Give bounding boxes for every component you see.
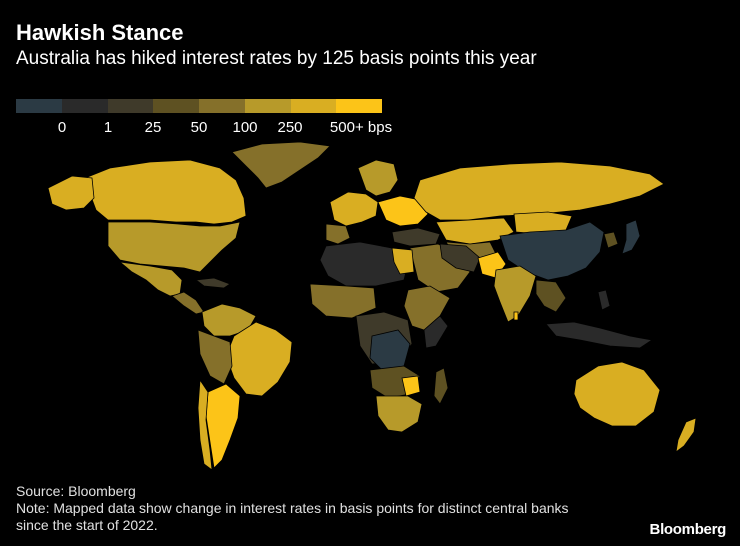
region-greenland (231, 141, 331, 189)
legend-label: 1 (103, 119, 113, 136)
region-russia (413, 161, 665, 221)
footnote: Note: Mapped data show change in interes… (16, 500, 569, 533)
region-iberia (325, 223, 351, 245)
region-egypt (391, 247, 415, 275)
legend-label: 0 (57, 119, 67, 136)
legend-label: 250 (277, 119, 303, 136)
legend-swatches (16, 99, 382, 113)
region-indonesia (545, 321, 654, 349)
legend-label: 25 (144, 119, 162, 136)
legend-swatch (244, 99, 291, 113)
region-korea (603, 231, 619, 249)
legend-swatch (199, 99, 245, 113)
region-caribbean (194, 277, 231, 289)
region-philippines (597, 289, 611, 311)
region-eastern-europe (377, 195, 429, 227)
region-chile (197, 378, 213, 471)
region-alaska (47, 175, 95, 211)
region-madagascar (433, 367, 449, 405)
region-horn-of-africa (423, 315, 449, 349)
region-new-zealand (675, 417, 697, 453)
legend-label: 500+ bps (329, 119, 393, 136)
region-western-europe (329, 191, 379, 227)
legend-swatch (153, 99, 199, 113)
region-argentina (205, 383, 241, 469)
legend-label: 50 (190, 119, 208, 136)
region-sri-lanka (513, 311, 519, 321)
region-united-states (107, 221, 241, 273)
legend-swatch (336, 99, 382, 113)
region-southeast-asia (535, 279, 567, 313)
legend-label: 100 (232, 119, 258, 136)
region-southern-africa (375, 395, 423, 433)
bloomberg-logo: Bloomberg (649, 521, 727, 538)
region-zimbabwe (401, 375, 421, 397)
legend-swatch (16, 99, 62, 113)
region-turkey (391, 227, 441, 247)
chart-title: Hawkish Stance (16, 20, 184, 45)
region-scandinavia (357, 159, 399, 197)
world-map (47, 141, 697, 471)
region-west-africa (309, 283, 377, 319)
region-central-america (171, 291, 205, 315)
legend-swatch (61, 99, 108, 113)
region-iran (439, 243, 481, 273)
chart-subtitle: Australia has hiked interest rates by 12… (16, 48, 537, 69)
color-legend: 0 1 25 50 100 250 500+ bps (16, 99, 392, 139)
legend-swatch (290, 99, 337, 113)
region-canada (79, 159, 247, 225)
source-note: Source: Bloomberg (16, 483, 136, 499)
legend-swatch (107, 99, 154, 113)
region-australia (573, 361, 661, 427)
region-brazil (225, 321, 293, 397)
region-peru-bolivia (197, 329, 233, 385)
region-north-africa (319, 241, 411, 287)
region-japan (621, 219, 641, 255)
